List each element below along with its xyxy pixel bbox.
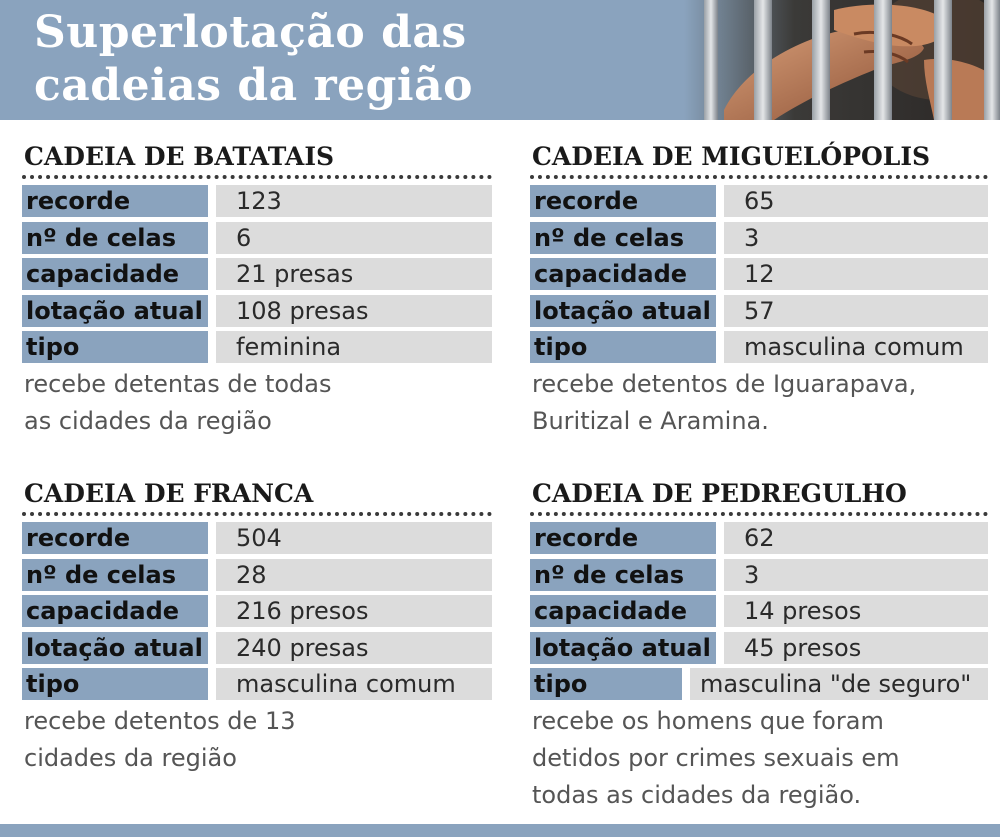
section-title: CADEIA DE FRANCA <box>24 479 314 508</box>
row-tipo: tipo feminina <box>22 331 492 363</box>
label-tipo: tipo <box>530 331 716 363</box>
jail-bars-hands-icon <box>684 0 1000 120</box>
row-lotacao: lotação atual 108 presas <box>22 294 492 327</box>
label-capacidade: capacidade <box>530 595 716 627</box>
row-capacidade: capacidade 216 presos <box>22 595 492 627</box>
value-lotacao: 57 <box>724 294 988 327</box>
section-note: recebe os homens que foram detidos por c… <box>530 703 988 814</box>
section-title: CADEIA DE PEDREGULHO <box>532 479 907 508</box>
note-line: todas as cidades da região. <box>532 780 862 809</box>
value-lotacao: 45 presos <box>724 631 988 664</box>
section-note: recebe detentos de 13 cidades da região <box>22 703 492 777</box>
label-recorde: recorde <box>22 522 208 554</box>
row-recorde: recorde 65 <box>530 185 988 217</box>
page-title: Superlotação das cadeias da região <box>34 6 674 112</box>
label-tipo: tipo <box>22 331 208 363</box>
value-recorde: 62 <box>724 522 988 554</box>
value-capacidade: 14 presos <box>724 595 988 627</box>
title-line-2: cadeias da região <box>34 60 473 111</box>
label-tipo: tipo <box>530 668 682 700</box>
row-recorde: recorde 504 <box>22 522 492 554</box>
row-recorde: recorde 62 <box>530 522 988 554</box>
label-capacidade: capacidade <box>22 258 208 290</box>
value-capacidade: 21 presas <box>216 258 492 290</box>
value-celas: 6 <box>216 221 492 254</box>
label-recorde: recorde <box>530 522 716 554</box>
row-celas: nº de celas 3 <box>530 558 988 591</box>
label-lotacao: lotação atual <box>530 631 716 664</box>
value-lotacao: 108 presas <box>216 294 492 327</box>
dotted-divider <box>22 512 492 516</box>
label-lotacao: lotação atual <box>530 294 716 327</box>
dotted-divider <box>22 175 492 179</box>
row-capacidade: capacidade 12 <box>530 258 988 290</box>
label-celas: nº de celas <box>530 558 716 591</box>
section-pedregulho: CADEIA DE PEDREGULHO recorde 62 nº de ce… <box>530 478 988 814</box>
label-lotacao: lotação atual <box>22 294 208 327</box>
section-note: recebe detentas de todas as cidades da r… <box>22 366 492 440</box>
label-capacidade: capacidade <box>22 595 208 627</box>
row-lotacao: lotação atual 240 presas <box>22 631 492 664</box>
header-band: Superlotação das cadeias da região <box>0 0 1000 120</box>
note-line: detidos por crimes sexuais em <box>532 743 900 772</box>
row-lotacao: lotação atual 57 <box>530 294 988 327</box>
row-celas: nº de celas 3 <box>530 221 988 254</box>
label-recorde: recorde <box>530 185 716 217</box>
value-tipo: feminina <box>216 331 492 363</box>
value-recorde: 123 <box>216 185 492 217</box>
value-tipo: masculina comum <box>724 331 988 363</box>
row-tipo: tipo masculina comum <box>22 668 492 700</box>
value-recorde: 504 <box>216 522 492 554</box>
row-capacidade: capacidade 21 presas <box>22 258 492 290</box>
note-line: cidades da região <box>24 743 237 772</box>
section-batatais: CADEIA DE BATATAIS recorde 123 nº de cel… <box>22 141 492 440</box>
footer-band <box>0 824 1000 837</box>
note-line: recebe detentos de 13 <box>24 706 296 735</box>
label-celas: nº de celas <box>22 221 208 254</box>
value-lotacao: 240 presas <box>216 631 492 664</box>
section-note: recebe detentos de Iguarapava, Buritizal… <box>530 366 988 440</box>
label-recorde: recorde <box>22 185 208 217</box>
note-line: as cidades da região <box>24 406 272 435</box>
value-capacidade: 216 presos <box>216 595 492 627</box>
note-line: recebe os homens que foram <box>532 706 884 735</box>
label-capacidade: capacidade <box>530 258 716 290</box>
row-recorde: recorde 123 <box>22 185 492 217</box>
label-celas: nº de celas <box>22 558 208 591</box>
value-tipo: masculina comum <box>216 668 492 700</box>
label-celas: nº de celas <box>530 221 716 254</box>
value-celas: 3 <box>724 221 988 254</box>
note-line: Buritizal e Aramina. <box>532 406 769 435</box>
note-line: recebe detentos de Iguarapava, <box>532 369 917 398</box>
section-franca: CADEIA DE FRANCA recorde 504 nº de celas… <box>22 478 492 777</box>
label-lotacao: lotação atual <box>22 631 208 664</box>
note-line: recebe detentas de todas <box>24 369 332 398</box>
dotted-divider <box>530 512 988 516</box>
row-capacidade: capacidade 14 presos <box>530 595 988 627</box>
dotted-divider <box>530 175 988 179</box>
section-title: CADEIA DE MIGUELÓPOLIS <box>532 142 931 171</box>
row-tipo: tipo masculina "de seguro" <box>530 668 988 700</box>
row-celas: nº de celas 28 <box>22 558 492 591</box>
value-celas: 28 <box>216 558 492 591</box>
label-tipo: tipo <box>22 668 208 700</box>
row-tipo: tipo masculina comum <box>530 331 988 363</box>
row-lotacao: lotação atual 45 presos <box>530 631 988 664</box>
value-tipo: masculina "de seguro" <box>690 668 988 700</box>
title-line-1: Superlotação das <box>34 7 467 58</box>
value-capacidade: 12 <box>724 258 988 290</box>
row-celas: nº de celas 6 <box>22 221 492 254</box>
section-title: CADEIA DE BATATAIS <box>24 142 335 171</box>
value-celas: 3 <box>724 558 988 591</box>
value-recorde: 65 <box>724 185 988 217</box>
section-miguelopolis: CADEIA DE MIGUELÓPOLIS recorde 65 nº de … <box>530 141 988 440</box>
